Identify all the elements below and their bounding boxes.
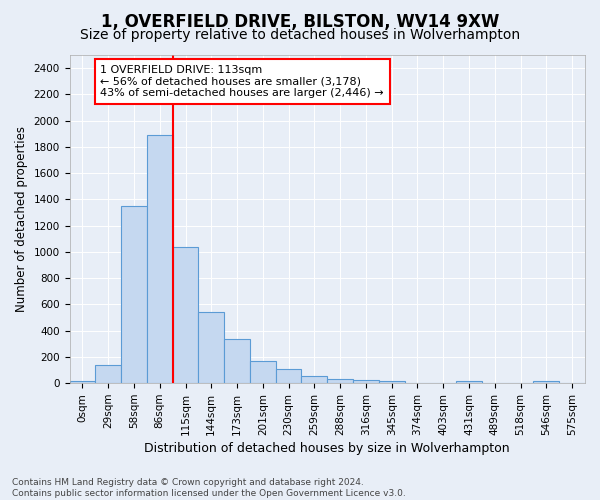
Bar: [121, 206, 147, 383]
Bar: [95, 366, 121, 383]
Text: 1, OVERFIELD DRIVE, BILSTON, WV14 9XW: 1, OVERFIELD DRIVE, BILSTON, WV14 9XW: [101, 12, 499, 30]
Text: Size of property relative to detached houses in Wolverhampton: Size of property relative to detached ho…: [80, 28, 520, 42]
Bar: [533, 381, 559, 383]
Bar: [224, 339, 250, 383]
Bar: [147, 135, 173, 383]
Bar: [173, 246, 199, 383]
X-axis label: Distribution of detached houses by size in Wolverhampton: Distribution of detached houses by size …: [145, 442, 510, 455]
Bar: [353, 380, 379, 383]
Bar: [276, 369, 301, 383]
Bar: [379, 381, 404, 383]
Y-axis label: Number of detached properties: Number of detached properties: [15, 126, 28, 312]
Bar: [70, 381, 95, 383]
Bar: [559, 382, 585, 383]
Text: Contains HM Land Registry data © Crown copyright and database right 2024.
Contai: Contains HM Land Registry data © Crown c…: [12, 478, 406, 498]
Bar: [404, 382, 430, 383]
Text: 1 OVERFIELD DRIVE: 113sqm
← 56% of detached houses are smaller (3,178)
43% of se: 1 OVERFIELD DRIVE: 113sqm ← 56% of detac…: [100, 65, 384, 98]
Bar: [250, 361, 276, 383]
Bar: [199, 312, 224, 383]
Bar: [456, 381, 482, 383]
Bar: [301, 376, 327, 383]
Bar: [327, 378, 353, 383]
